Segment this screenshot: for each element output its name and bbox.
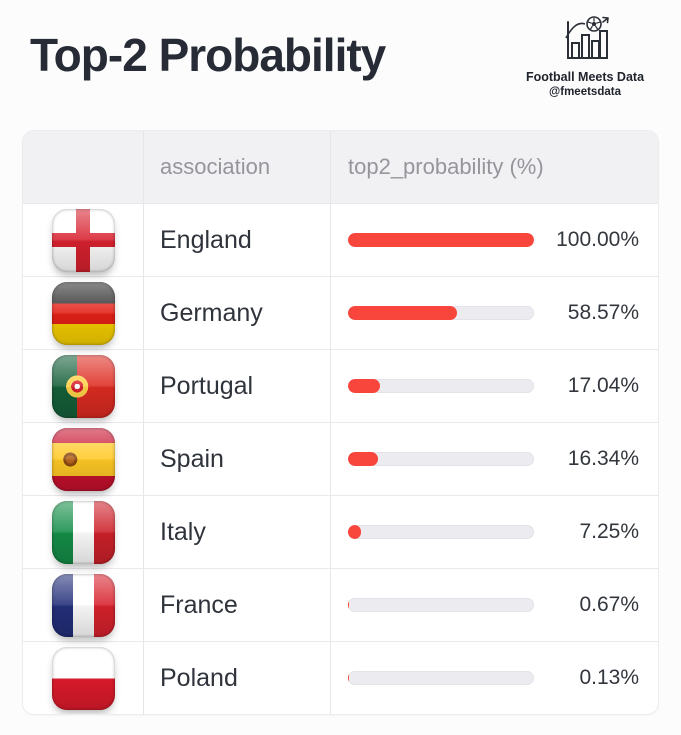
table-row: France 0.67%: [23, 568, 658, 641]
table-row: England 100.00%: [23, 203, 658, 276]
probability-value: 0.13%: [579, 666, 639, 689]
association-name: Italy: [160, 517, 206, 546]
probability-cell: 0.67%: [331, 569, 658, 641]
probability-bar-fill: [348, 452, 379, 466]
association-name: England: [160, 225, 252, 254]
probability-cell: 16.34%: [331, 423, 658, 495]
probability-value: 17.04%: [567, 374, 639, 397]
probability-bar-track: [348, 671, 534, 685]
flag-cell: [23, 350, 144, 422]
table-row: Italy 7.25%: [23, 495, 658, 568]
country-flag-icon: [51, 281, 115, 345]
col-header-flag: [23, 131, 144, 203]
probability-value: 58.57%: [567, 301, 639, 324]
probability-cell: 0.13%: [331, 642, 658, 714]
probability-bar-fill: [348, 598, 350, 612]
association-cell: Italy: [144, 496, 331, 568]
table-row: Poland 0.13%: [23, 641, 658, 714]
association-cell: Portugal: [144, 350, 331, 422]
col-header-probability: top2_probability (%): [348, 154, 544, 179]
flag-cell: [23, 642, 144, 714]
brand: Football Meets Data @fmeetsdata: [505, 16, 665, 98]
probability-bar-fill: [348, 525, 362, 539]
probability-bar-fill: [348, 233, 534, 247]
probability-table: association top2_probability (%) England…: [22, 130, 659, 715]
association-cell: Germany: [144, 277, 331, 349]
country-flag-icon: [51, 354, 115, 418]
table-body: England 100.00% Germany 58.57% Portugal: [23, 203, 658, 714]
association-cell: Poland: [144, 642, 331, 714]
flag-cell: [23, 496, 144, 568]
probability-value: 0.67%: [579, 593, 639, 616]
association-cell: France: [144, 569, 331, 641]
page-title: Top-2 Probability: [30, 29, 386, 81]
association-name: Portugal: [160, 371, 254, 400]
probability-bar-track: [348, 525, 534, 539]
brand-name: Football Meets Data: [525, 70, 645, 84]
country-flag-icon: [51, 646, 115, 710]
association-name: Spain: [160, 444, 224, 473]
probability-cell: 100.00%: [331, 204, 658, 276]
flag-cell: [23, 569, 144, 641]
table-row: Portugal 17.04%: [23, 349, 658, 422]
probability-bar-fill: [348, 306, 457, 320]
probability-bar-track: [348, 306, 534, 320]
association-name: Poland: [160, 663, 238, 692]
brand-handle: @fmeetsdata: [549, 86, 621, 98]
table-row: Germany 58.57%: [23, 276, 658, 349]
fmd-logo-icon: [565, 16, 609, 59]
table-header-row: association top2_probability (%): [23, 131, 658, 203]
country-flag-icon: [51, 500, 115, 564]
table-row: Spain 16.34%: [23, 422, 658, 495]
probability-cell: 7.25%: [331, 496, 658, 568]
country-flag-icon: [51, 427, 115, 491]
country-flag-icon: [51, 573, 115, 637]
flag-cell: [23, 277, 144, 349]
page-header: Top-2 Probability Football Meets Data @f…: [0, 0, 681, 130]
probability-value: 7.25%: [579, 520, 639, 543]
probability-bar-track: [348, 233, 534, 247]
probability-bar-track: [348, 379, 534, 393]
flag-cell: [23, 423, 144, 495]
probability-bar-track: [348, 598, 534, 612]
association-name: Germany: [160, 298, 263, 327]
flag-cell: [23, 204, 144, 276]
col-header-association: association: [144, 131, 331, 203]
probability-bar-track: [348, 452, 534, 466]
country-flag-icon: [51, 208, 115, 272]
probability-cell: 17.04%: [331, 350, 658, 422]
probability-value: 100.00%: [556, 228, 639, 251]
association-cell: England: [144, 204, 331, 276]
association-cell: Spain: [144, 423, 331, 495]
probability-cell: 58.57%: [331, 277, 658, 349]
probability-bar-fill: [348, 379, 380, 393]
probability-value: 16.34%: [567, 447, 639, 470]
association-name: France: [160, 590, 238, 619]
